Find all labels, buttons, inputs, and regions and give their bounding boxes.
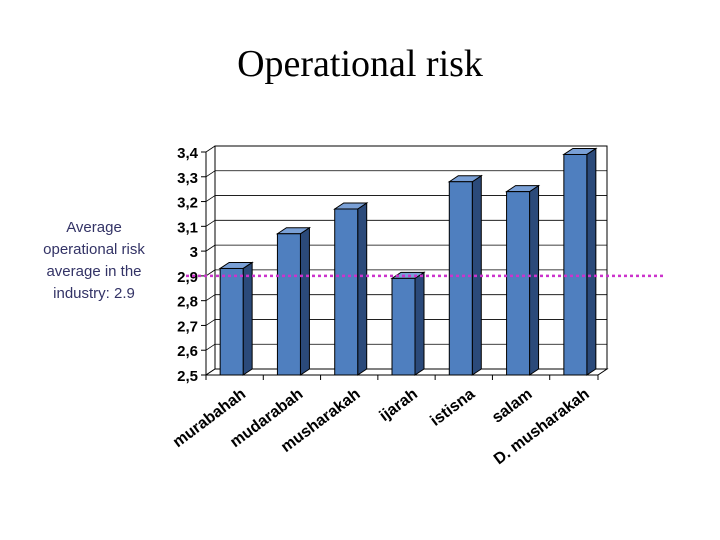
y-tick-label: 2,5 [177,368,198,385]
bar-side [529,184,540,376]
y-tick-label: 3,2 [177,195,198,212]
x-category-label: ijarah [377,386,421,425]
grid-diagonal [205,343,216,351]
bar [219,267,244,376]
y-tick-label: 2,7 [177,318,198,335]
y-tick-label: 3,4 [177,145,199,162]
grid-diagonal [205,145,216,153]
x-category-label: salam [489,386,535,427]
note-line-3: average in the [46,263,142,280]
y-tick-label: 3 [190,244,198,261]
bar [276,233,301,376]
y-tick-label: 3,3 [177,170,198,187]
bar [334,208,359,376]
y-tick-label: 3,1 [177,219,198,236]
y-tick-label: 2,6 [177,343,198,360]
grid-diagonal [205,269,216,277]
bar [506,191,531,376]
x-category-label: istisna [427,386,478,430]
bar [391,277,416,376]
bar-side [414,271,425,376]
y-tick-label: 2,9 [177,269,198,286]
y-tick-label: 2,8 [177,294,198,311]
bar [563,153,588,376]
note-line-1: Average [66,219,122,236]
bar-side [242,261,253,376]
grid-diagonal [205,220,216,227]
grid-diagonal [205,294,216,301]
bar-side [586,147,597,376]
bar-side [299,226,310,376]
grid-diagonal [205,195,216,202]
grid-diagonal [205,319,216,326]
chart-title: Operational risk [237,43,483,85]
x-category-label: D. musharakah [491,386,593,469]
bar [448,181,473,376]
note-line-4: industry: 2.9 [53,285,135,302]
industry-average-note: Average operational risk average in the … [4,217,184,305]
grid-diagonal [205,170,216,178]
note-line-2: operational risk [43,241,145,258]
bar-side [357,202,368,376]
grid-diagonal [205,244,216,252]
